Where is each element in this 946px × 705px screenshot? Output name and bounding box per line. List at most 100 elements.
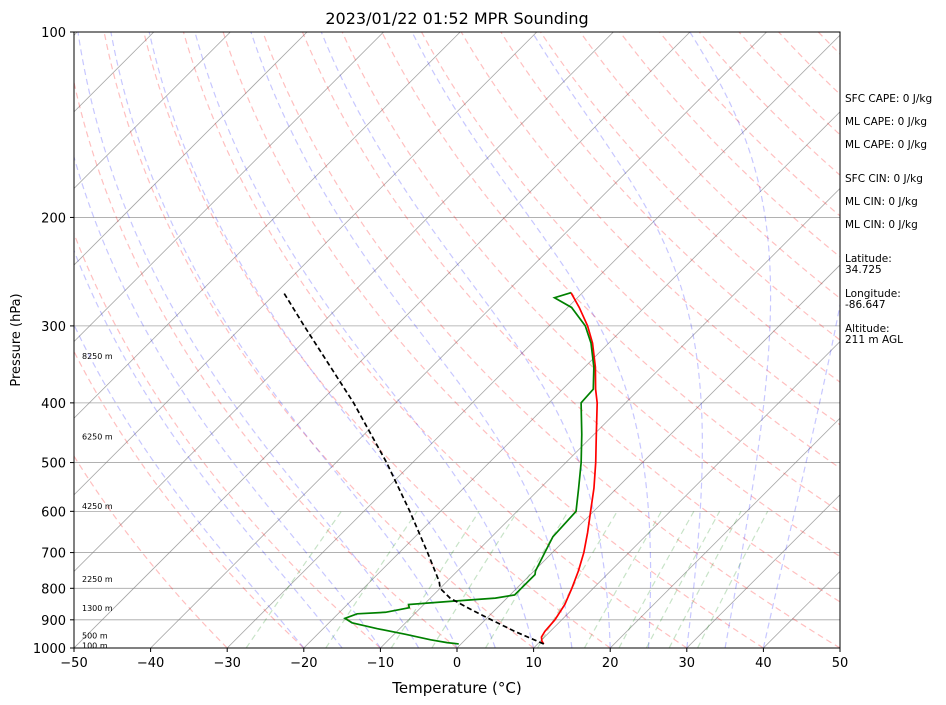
- height-label: 8250 m: [82, 352, 113, 361]
- y-tick-label: 1000: [33, 642, 66, 657]
- y-axis-label: Pressure (hPa): [9, 293, 24, 386]
- ml-cape-text-2: ML CAPE: 0 J/kg: [845, 139, 928, 151]
- isotherm-line: [226, 34, 840, 648]
- y-axis-ticks: 100 200 300 400 500 600 700 800 900 1000: [33, 26, 74, 657]
- x-axis-ticks: −50 −40 −30 −20 −10 0 10 20 30 40 50: [60, 648, 848, 671]
- sfc-cin-text: SFC CIN: 0 J/kg: [845, 173, 923, 185]
- isotherm-line: [380, 187, 840, 648]
- mixing-ratio-line: [245, 510, 342, 648]
- dewpoint-line: [343, 291, 595, 645]
- dry-adiabat-line: [937, 32, 946, 648]
- y-tick-label: 500: [41, 457, 66, 472]
- moist-adiabat-line: [411, 32, 652, 648]
- sfc-cape-text: SFC CAPE: 0 J/kg: [845, 93, 933, 105]
- longitude-label: Longitude:: [845, 288, 901, 300]
- height-label: 2250 m: [82, 575, 113, 584]
- x-tick-label: −20: [290, 656, 317, 671]
- moist-adiabat-line: [77, 32, 420, 648]
- mixing-ratio-line: [645, 511, 721, 648]
- moist-adiabat-line: [74, 249, 343, 648]
- y-tick-label: 300: [41, 320, 66, 335]
- isotherm-line: [74, 32, 538, 496]
- y-tick-label: 700: [41, 547, 66, 562]
- height-label: 1300 m: [82, 604, 113, 613]
- ml-cin-text: ML CIN: 0 J/kg: [845, 196, 918, 208]
- height-label: 100 m: [82, 642, 108, 651]
- isotherm-line: [74, 32, 614, 572]
- latitude-value: 34.725: [845, 264, 882, 276]
- moist-adiabat-line: [250, 32, 573, 648]
- moist-adiabat-line: [110, 32, 458, 648]
- mixing-ratio-line: [668, 511, 742, 648]
- sounding-lines: [283, 291, 599, 645]
- isotherm-line: [609, 417, 840, 648]
- temperature-line: [540, 292, 599, 645]
- isotherm-line: [303, 111, 840, 648]
- parcel-line: [283, 292, 545, 645]
- x-tick-label: −10: [367, 656, 394, 671]
- dry-adiabat-line: [74, 350, 305, 648]
- dry-adiabat-line: [74, 231, 381, 648]
- mixing-ratio-line: [390, 511, 480, 648]
- x-tick-label: −40: [137, 656, 164, 671]
- dry-adiabat-line: [74, 79, 458, 648]
- dry-adiabat-line: [579, 32, 840, 299]
- ml-cin-text-2: ML CIN: 0 J/kg: [845, 219, 918, 231]
- altitude-value: 211 m AGL: [845, 334, 903, 346]
- x-tick-label: −30: [213, 656, 240, 671]
- y-tick-label: 200: [41, 211, 66, 226]
- ml-cape-text: ML CAPE: 0 J/kg: [845, 116, 928, 128]
- mixing-ratio-line: [431, 511, 518, 648]
- x-tick-label: 40: [755, 656, 772, 671]
- height-label: 4250 m: [82, 502, 113, 511]
- dry-adiabat-line: [262, 32, 840, 648]
- x-tick-label: 30: [679, 656, 696, 671]
- moist-adiabat-line: [320, 32, 611, 648]
- dry-adiabat-line: [222, 32, 764, 648]
- x-tick-label: 0: [453, 656, 461, 671]
- isotherm-line: [150, 32, 767, 648]
- isotherm-line: [74, 32, 231, 189]
- plot-frame: [73, 31, 841, 649]
- mixing-ratio-line: [536, 511, 618, 648]
- x-tick-label: 50: [832, 656, 849, 671]
- isotherm-line: [74, 32, 691, 648]
- dry-adiabat-line: [103, 32, 534, 648]
- isotherm-line: [456, 264, 840, 648]
- isotherm-line: [74, 32, 384, 343]
- moist-adiabat-line: [689, 32, 772, 648]
- moist-adiabat-line: [531, 32, 703, 648]
- longitude-value: -86.647: [845, 299, 886, 311]
- isotherm-line: [533, 341, 840, 648]
- y-tick-label: 800: [41, 582, 66, 597]
- isotherm-line: [74, 32, 461, 419]
- dry-adiabat-line: [143, 32, 611, 648]
- chart-title: 2023/01/22 01:52 MPR Sounding: [325, 9, 588, 28]
- moist-adiabat-line: [194, 32, 535, 648]
- latitude-label: Latitude:: [845, 253, 892, 265]
- y-tick-label: 100: [41, 26, 66, 41]
- y-tick-label: 600: [41, 505, 66, 520]
- background-lines: [74, 32, 946, 648]
- height-label: 500 m: [82, 632, 108, 641]
- height-label: 6250 m: [82, 432, 113, 441]
- mixing-ratio-line: [697, 511, 769, 648]
- mixing-ratio-line: [484, 511, 569, 648]
- isotherm-line: [686, 494, 840, 648]
- moist-adiabat-line: [762, 301, 840, 648]
- isotherm-line: [74, 32, 308, 266]
- dry-adiabat-line: [74, 455, 228, 648]
- dry-adiabat-line: [182, 32, 688, 648]
- moist-adiabat-line: [148, 32, 496, 648]
- y-tick-label: 900: [41, 614, 66, 629]
- y-tick-label: 400: [41, 397, 66, 412]
- x-tick-label: −50: [60, 656, 87, 671]
- x-tick-label: 20: [602, 656, 619, 671]
- altitude-label: Altitude:: [845, 323, 890, 335]
- x-tick-label: 10: [525, 656, 542, 671]
- x-axis-label: Temperature (°C): [391, 679, 521, 697]
- mixing-ratio-line: [583, 511, 662, 648]
- mixing-ratio-line: [325, 511, 418, 648]
